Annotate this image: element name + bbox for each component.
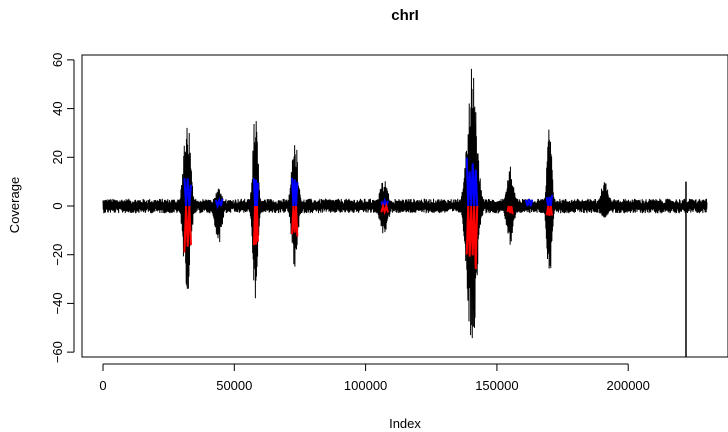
- y-tick-label: −40: [50, 292, 65, 314]
- plot-border: [81, 54, 728, 358]
- y-tick-label: −20: [50, 244, 65, 266]
- y-axis-label: Coverage: [7, 177, 22, 233]
- negative-strand-segment: [380, 202, 389, 216]
- x-axis-label: Index: [389, 416, 421, 431]
- chart-title: chrI: [391, 7, 419, 24]
- y-tick-label: 0: [50, 202, 65, 209]
- x-tick-label: 100000: [344, 378, 387, 393]
- y-tick-label: 60: [50, 53, 65, 67]
- coverage-trace: [102, 68, 708, 339]
- x-tick-label: 150000: [475, 378, 518, 393]
- x-tick-label: 50000: [216, 378, 252, 393]
- y-tick-label: 20: [50, 150, 65, 164]
- y-axis: −60 −40 −20 0 20 40 60: [50, 53, 75, 363]
- negative-strand-segment: [291, 205, 299, 237]
- plot-area: [102, 68, 708, 357]
- y-tick-label: 40: [50, 101, 65, 115]
- negative-strand-segment: [465, 205, 479, 270]
- negative-strand-segment: [253, 205, 259, 246]
- positive-strand-segment: [291, 177, 299, 207]
- y-tick-label: −60: [50, 341, 65, 363]
- negative-strand-segment: [183, 205, 192, 253]
- x-axis: 0 50000 100000 150000 200000: [99, 363, 650, 393]
- negative-strand-segment: [545, 205, 554, 217]
- positive-strand-segment: [465, 157, 479, 207]
- positive-strand-segment: [253, 178, 259, 207]
- x-tick-label: 0: [99, 378, 106, 393]
- positive-strand-segment: [524, 198, 534, 207]
- positive-strand-segment: [214, 196, 224, 210]
- positive-strand-segment: [183, 178, 192, 207]
- positive-strand-segment: [545, 194, 554, 207]
- x-tick-label: 200000: [607, 378, 650, 393]
- negative-strand-segment: [506, 205, 514, 215]
